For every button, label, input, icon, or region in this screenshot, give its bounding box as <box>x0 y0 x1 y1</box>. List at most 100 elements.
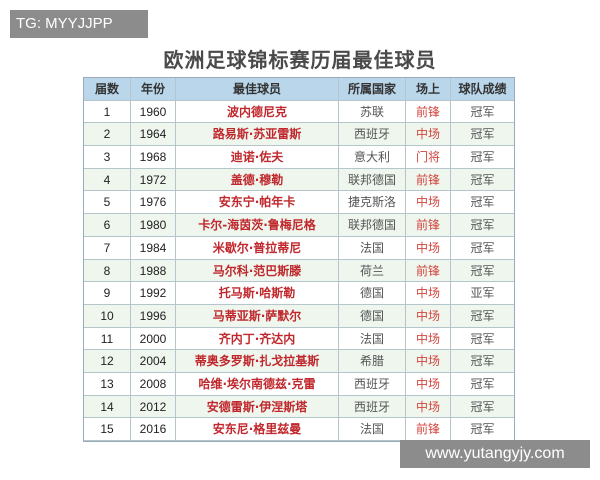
table-row: 6 1980 卡尔-海茵茨·鲁梅尼格 联邦德国 前锋 冠军 <box>84 214 514 237</box>
table-cell: 西班牙 <box>339 123 406 147</box>
table-cell: 1 <box>84 100 131 124</box>
table-row: 5 1976 安东宁·帕年卡 捷克斯洛 中场 冠军 <box>84 191 514 215</box>
table-row: 15 2016 安东尼·格里兹曼 法国 前锋 冠军 <box>84 418 514 441</box>
table-cell: 1984 <box>131 236 176 260</box>
table-cell: 前锋 <box>406 214 451 237</box>
table-cell: 1976 <box>131 191 176 215</box>
tag-label: TG: MYYJJPP <box>10 10 148 38</box>
table-cell: 卡尔-海茵茨·鲁梅尼格 <box>176 214 339 237</box>
table-cell: 2016 <box>131 418 176 441</box>
table-cell: 1968 <box>131 146 176 169</box>
table-cell: 安东尼·格里兹曼 <box>176 418 339 441</box>
table-row: 8 1988 马尔科·范巴斯滕 荷兰 前锋 冠军 <box>84 259 514 283</box>
table-cell: 亚军 <box>451 282 514 305</box>
table: 届数 年份 最佳球员 所属国家 场上 球队成绩 1 1960 波内德尼克 苏联 前锋 冠军 2 1964 路… <box>83 77 515 442</box>
header-cell: 年份 <box>131 78 176 101</box>
table-cell: 哈维·埃尔南德兹·克雷 <box>176 372 339 396</box>
table-row: 1 1960 波内德尼克 苏联 前锋 冠军 <box>84 100 514 124</box>
table-cell: 2000 <box>131 327 176 351</box>
table-cell: 冠军 <box>451 214 514 237</box>
table-row: 4 1972 盖德·穆勒 联邦德国 前锋 冠军 <box>84 168 514 192</box>
table-cell: 德国 <box>339 282 406 305</box>
table-cell: 中场 <box>406 350 451 373</box>
table-cell: 荷兰 <box>339 259 406 283</box>
table-cell: 前锋 <box>406 418 451 441</box>
table-cell: 迪诺·佐夫 <box>176 146 339 169</box>
table-cell: 路易斯·苏亚雷斯 <box>176 123 339 147</box>
header-cell: 所属国家 <box>339 78 406 101</box>
table-cell: 1960 <box>131 100 176 124</box>
table-cell: 法国 <box>339 327 406 351</box>
table-cell: 冠军 <box>451 373 514 396</box>
table-row: 7 1984 米歇尔·普拉蒂尼 法国 中场 冠军 <box>84 236 514 260</box>
table-cell: 14 <box>84 395 131 419</box>
table-row: 9 1992 托马斯·哈斯勒 德国 中场 亚军 <box>84 282 514 305</box>
table-cell: 门将 <box>406 146 451 169</box>
table-cell: 1980 <box>131 214 176 237</box>
table-cell: 法国 <box>339 236 406 260</box>
table-cell: 德国 <box>339 304 406 328</box>
table-cell: 冠军 <box>451 191 514 215</box>
table-row: 12 2004 蒂奥多罗斯·扎戈拉基斯 希腊 中场 冠军 <box>84 350 514 373</box>
table-cell: 米歇尔·普拉蒂尼 <box>176 236 339 260</box>
table-cell: 马尔科·范巴斯滕 <box>176 259 339 283</box>
table-row: 3 1968 迪诺·佐夫 意大利 门将 冠军 <box>84 146 514 169</box>
table-row: 13 2008 哈维·埃尔南德兹·克雷 西班牙 中场 冠军 <box>84 372 514 396</box>
table-cell: 希腊 <box>339 350 406 373</box>
table-cell: 3 <box>84 146 131 169</box>
table-cell: 前锋 <box>406 168 451 192</box>
table-cell: 意大利 <box>339 146 406 169</box>
table-title: 欧洲足球锦标赛历届最佳球员 <box>163 48 437 72</box>
table-cell: 10 <box>84 304 131 328</box>
table-cell: 前锋 <box>406 259 451 283</box>
table-row: 11 2000 齐内丁·齐达内 法国 中场 冠军 <box>84 327 514 351</box>
table-cell: 冠军 <box>451 237 514 260</box>
table-cell: 1992 <box>131 282 176 305</box>
table-row: 2 1964 路易斯·苏亚雷斯 西班牙 中场 冠军 <box>84 123 514 147</box>
table-cell: 9 <box>84 282 131 305</box>
table-cell: 中场 <box>406 304 451 328</box>
table-cell: 中场 <box>406 236 451 260</box>
header-cell: 最佳球员 <box>176 78 339 101</box>
table-cell: 7 <box>84 236 131 260</box>
header-cell: 球队成绩 <box>451 78 514 101</box>
table-cell: 苏联 <box>339 100 406 124</box>
table-cell: 冠军 <box>451 260 514 283</box>
table-cell: 冠军 <box>451 305 514 328</box>
table-cell: 8 <box>84 259 131 283</box>
table-cell: 冠军 <box>451 396 514 419</box>
table-cell: 4 <box>84 168 131 192</box>
table-cell: 冠军 <box>451 146 514 169</box>
table-cell: 法国 <box>339 418 406 441</box>
table-cell: 2008 <box>131 372 176 396</box>
table-cell: 冠军 <box>451 169 514 192</box>
table-cell: 中场 <box>406 395 451 419</box>
table-cell: 中场 <box>406 282 451 305</box>
table-cell: 冠军 <box>451 101 514 124</box>
header-cell: 届数 <box>84 78 131 101</box>
table-row: 14 2012 安德雷斯·伊涅斯塔 西班牙 中场 冠军 <box>84 395 514 419</box>
table-cell: 冠军 <box>451 350 514 373</box>
header-row: 届数 年份 最佳球员 所属国家 场上 球队成绩 <box>84 78 514 101</box>
table-cell: 13 <box>84 372 131 396</box>
table-cell: 前锋 <box>406 100 451 124</box>
table-cell: 中场 <box>406 191 451 215</box>
table-cell: 5 <box>84 191 131 215</box>
table-cell: 冠军 <box>451 123 514 147</box>
table-cell: 中场 <box>406 372 451 396</box>
table-cell: 托马斯·哈斯勒 <box>176 282 339 305</box>
table-cell: 冠军 <box>451 418 514 441</box>
table-cell: 6 <box>84 214 131 237</box>
table-cell: 1988 <box>131 259 176 283</box>
table-cell: 波内德尼克 <box>176 100 339 124</box>
table-cell: 1996 <box>131 304 176 328</box>
table-cell: 捷克斯洛 <box>339 191 406 215</box>
table-cell: 联邦德国 <box>339 214 406 237</box>
table-cell: 蒂奥多罗斯·扎戈拉基斯 <box>176 350 339 373</box>
table-cell: 15 <box>84 418 131 441</box>
table-cell: 西班牙 <box>339 372 406 396</box>
table-cell: 1972 <box>131 168 176 192</box>
table-cell: 安德雷斯·伊涅斯塔 <box>176 395 339 419</box>
watermark: www.yutangyjy.com <box>400 440 590 468</box>
